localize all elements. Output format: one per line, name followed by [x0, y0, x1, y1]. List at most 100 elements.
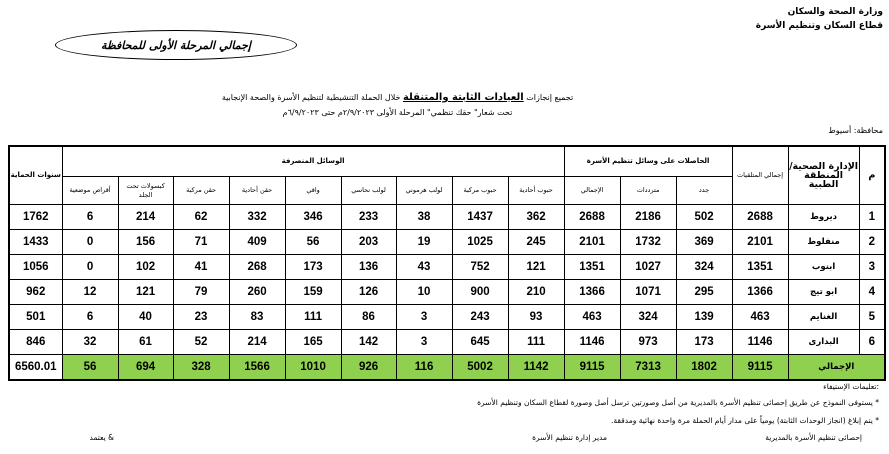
- table-cell: 111: [284, 304, 342, 330]
- table-cell: 121: [117, 279, 174, 305]
- region-name: الغنايم: [787, 304, 860, 330]
- row-number: 5: [858, 304, 886, 330]
- table-cell: 1351: [731, 254, 789, 280]
- table-cell: 268: [228, 254, 286, 280]
- table-cell: 214: [228, 329, 286, 355]
- total-cell: 1566: [228, 354, 286, 381]
- header-region: الإدارة الصحية/ المنطقة الطبية: [787, 145, 860, 205]
- row-number: 3: [858, 254, 886, 280]
- table-row: 4 ابو تيج 1366 295 1071 1366 210 900 10 126 159 260…: [8, 279, 886, 305]
- table-cell: 93: [507, 304, 565, 330]
- table-cell: 142: [340, 329, 397, 355]
- signature-approve: & يعتمد: [89, 433, 114, 442]
- region-name: ابنوب: [787, 254, 860, 280]
- total-row: الإجمالي 9115 1802 7313 9115 1142 5002 116 926 10…: [8, 354, 886, 381]
- table-cell: 2688: [563, 204, 621, 230]
- table-cell: 52: [172, 329, 230, 355]
- total-cell: 9115: [731, 354, 789, 381]
- table-cell: 324: [619, 304, 677, 330]
- row-number: 6: [858, 329, 886, 355]
- table-cell: 463: [731, 304, 789, 330]
- table-cell: 126: [340, 279, 397, 305]
- table-cell: 156: [117, 229, 174, 255]
- total-label: الإجمالي: [787, 354, 886, 381]
- header-pills-combined: حبوب مركبة: [451, 176, 509, 205]
- header-inj-combined: حقن مركبة: [172, 176, 230, 205]
- table-cell: 38: [395, 204, 453, 230]
- table-cell: 102: [117, 254, 174, 280]
- table-cell: 19: [395, 229, 453, 255]
- row-number: 2: [858, 229, 886, 255]
- row-number: 1: [858, 204, 886, 230]
- table-cell: 86: [340, 304, 397, 330]
- total-cell: 1142: [507, 354, 565, 381]
- table-cell: 203: [340, 229, 397, 255]
- table-cell: 40: [117, 304, 174, 330]
- region-name: منفلوط: [787, 229, 860, 255]
- table-cell: 243: [451, 304, 509, 330]
- table-cell: 173: [675, 329, 733, 355]
- table-cell: 41: [172, 254, 230, 280]
- sector-name: قطاع السكان وتنظيم الأسرة: [755, 21, 883, 31]
- table-cell: 43: [395, 254, 453, 280]
- table-cell: 2101: [563, 229, 621, 255]
- table-cell: 62: [172, 204, 230, 230]
- table-cell: 23: [172, 304, 230, 330]
- report-badge: إجمالي المرحلة الأولى للمحافظة: [55, 30, 297, 60]
- table-cell: 501: [8, 304, 63, 330]
- ministry-name: وزارة الصحة والسكان: [787, 7, 883, 17]
- table-cell: 362: [507, 204, 565, 230]
- note-2: * يتم إبلاغ (انجاز الوحدات الثابتة) يومي…: [610, 416, 879, 425]
- table-cell: 1146: [731, 329, 789, 355]
- table-row: 2 منفلوط 2101 369 1732 2101 245 1025 19 203 56 409 7…: [8, 229, 886, 255]
- header-pills-single: حبوب أحادية: [507, 176, 565, 205]
- table-cell: 1762: [8, 204, 63, 230]
- header-protection-years: سنوات الحماية: [8, 145, 63, 205]
- table-row: 3 ابنوب 1351 324 1027 1351 121 752 43 136 173 268 41…: [8, 254, 886, 280]
- table-cell: 752: [451, 254, 509, 280]
- header-group-recipients: الحاصلات على وسائل تنظيم الأسرة: [563, 145, 733, 177]
- title-emphasis: العيادات الثابتة والمتنقلة: [402, 92, 524, 103]
- table-cell: 1437: [451, 204, 509, 230]
- table-cell: 1366: [731, 279, 789, 305]
- table-cell: 1071: [619, 279, 677, 305]
- header-inj-single: حقن أحادية: [228, 176, 286, 205]
- region-name: البدارى: [787, 329, 860, 355]
- achievements-table: م الإدارة الصحية/ المنطقة الطبية إجمالي …: [8, 145, 887, 381]
- table-cell: 645: [451, 329, 509, 355]
- table-cell: 973: [619, 329, 677, 355]
- table-cell: 1433: [8, 229, 63, 255]
- title-prefix: تجميع إنجازات: [523, 93, 574, 102]
- table-cell: 2186: [619, 204, 677, 230]
- table-cell: 2688: [731, 204, 789, 230]
- table-cell: 32: [61, 329, 119, 355]
- table-cell: 173: [284, 254, 342, 280]
- table-cell: 502: [675, 204, 733, 230]
- table-cell: 6: [61, 304, 119, 330]
- table-row: 1 ديروط 2688 502 2186 2688 362 1437 38 233 346 332 6…: [8, 204, 886, 230]
- governorate-label: محافظة: أسيوط: [828, 126, 883, 135]
- table-cell: 159: [284, 279, 342, 305]
- total-cell: 1802: [675, 354, 733, 381]
- table-cell: 245: [507, 229, 565, 255]
- header-local-tabs: أقراص موضعية: [61, 176, 119, 205]
- table-cell: 3: [395, 304, 453, 330]
- header-implants: كبسولات تحت الجلد: [117, 176, 174, 205]
- header-iud-hormonal: لولب هرموني: [395, 176, 453, 205]
- table-cell: 1351: [563, 254, 621, 280]
- table-cell: 463: [563, 304, 621, 330]
- table-cell: 111: [507, 329, 565, 355]
- header-condom: واقي: [284, 176, 342, 205]
- region-name: ديروط: [787, 204, 860, 230]
- table-cell: 56: [284, 229, 342, 255]
- table-row: 6 البدارى 1146 173 973 1146 111 645 3 142 165 214 52…: [8, 329, 886, 355]
- table-cell: 136: [340, 254, 397, 280]
- note-1: * يستوفى النموذج عن طريق إحصائى تنظيم ال…: [477, 398, 879, 407]
- table-cell: 962: [8, 279, 63, 305]
- table-cell: 0: [61, 254, 119, 280]
- notes-heading: :تعليمات الإستيفاء: [823, 382, 879, 391]
- header-num: م: [858, 145, 886, 205]
- header-iud-copper: لولب نحاسي: [340, 176, 397, 205]
- table-cell: 10: [395, 279, 453, 305]
- report-badge-text: إجمالي المرحلة الأولى للمحافظة: [101, 38, 251, 52]
